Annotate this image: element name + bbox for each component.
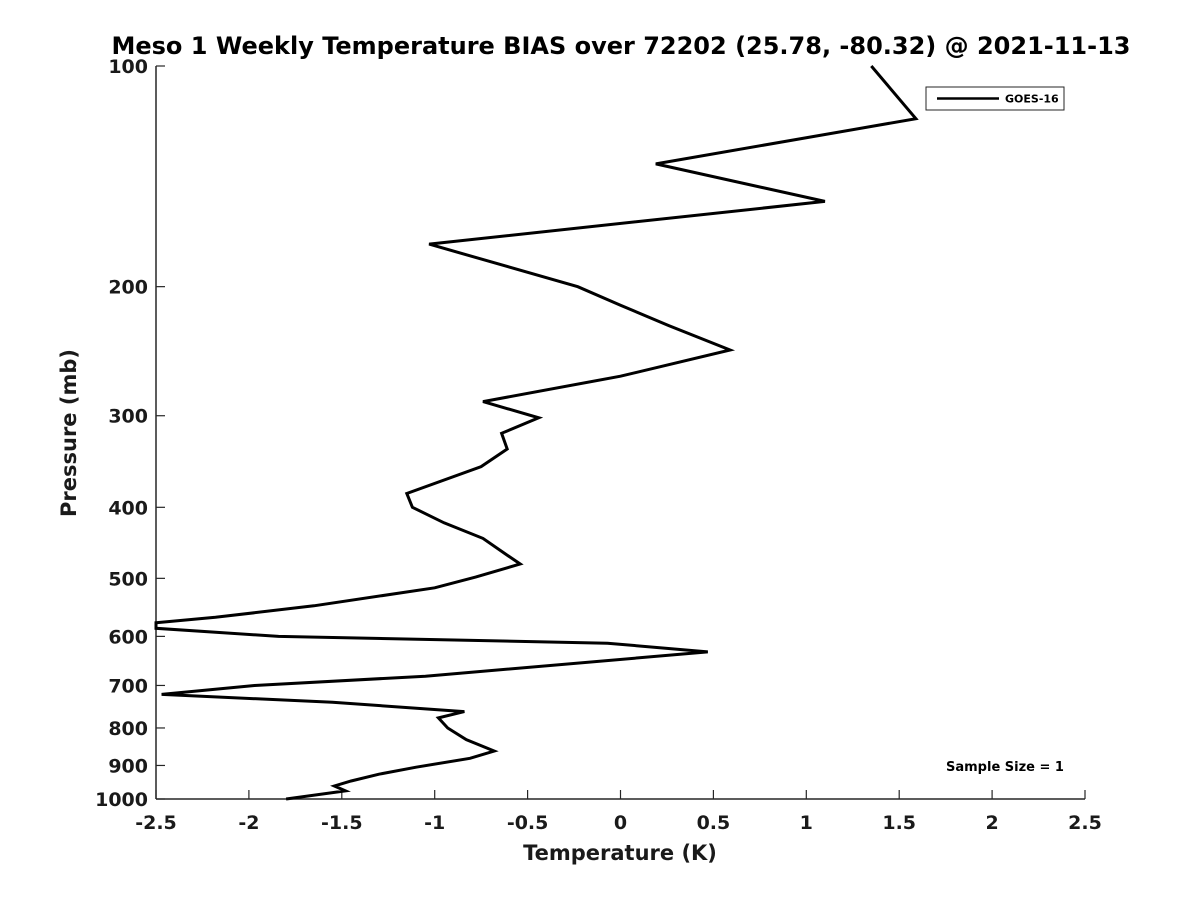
x-tick-label: -2 <box>238 812 259 834</box>
legend-label-goes-16: GOES-16 <box>1005 93 1059 106</box>
sample-size-annotation: Sample Size = 1 <box>946 760 1064 775</box>
y-tick-label: 200 <box>108 277 148 299</box>
x-tick-label: -1 <box>424 812 445 834</box>
x-tick-label: 2.5 <box>1068 812 1102 834</box>
x-tick-label: -1.5 <box>321 812 363 834</box>
x-tick-label: 0 <box>614 812 627 834</box>
y-axis-ticks: 100 200 300 400 500 600 700 800 900 1000 <box>95 56 165 811</box>
x-tick-label: 2 <box>985 812 998 834</box>
legend: GOES-16 <box>925 86 1065 111</box>
x-axis-ticks: -2.5 -2 -1.5 -1 -0.5 0 0.5 1 1.5 2 2.5 <box>135 790 1102 834</box>
x-axis-label: Temperature (K) <box>523 841 717 865</box>
x-tick-label: -0.5 <box>507 812 549 834</box>
chart-title: Meso 1 Weekly Temperature BIAS over 7220… <box>111 32 1130 60</box>
y-axis-label: Pressure (mb) <box>57 349 81 517</box>
plot-area <box>155 66 1085 800</box>
y-tick-label: 700 <box>108 675 148 697</box>
x-tick-label: 1.5 <box>882 812 916 834</box>
x-tick-label: 1 <box>800 812 813 834</box>
x-tick-label: -2.5 <box>135 812 177 834</box>
y-tick-label: 400 <box>108 497 148 519</box>
y-tick-label: 600 <box>108 626 148 648</box>
y-tick-label: 900 <box>108 755 148 777</box>
y-tick-label: 1000 <box>95 789 148 811</box>
y-tick-label: 100 <box>108 56 148 78</box>
y-tick-label: 800 <box>108 718 148 740</box>
y-tick-label: 300 <box>108 406 148 428</box>
series-line-goes-16 <box>154 65 919 801</box>
x-tick-label: 0.5 <box>697 812 731 834</box>
y-tick-label: 500 <box>108 568 148 590</box>
series-layer <box>154 65 919 801</box>
